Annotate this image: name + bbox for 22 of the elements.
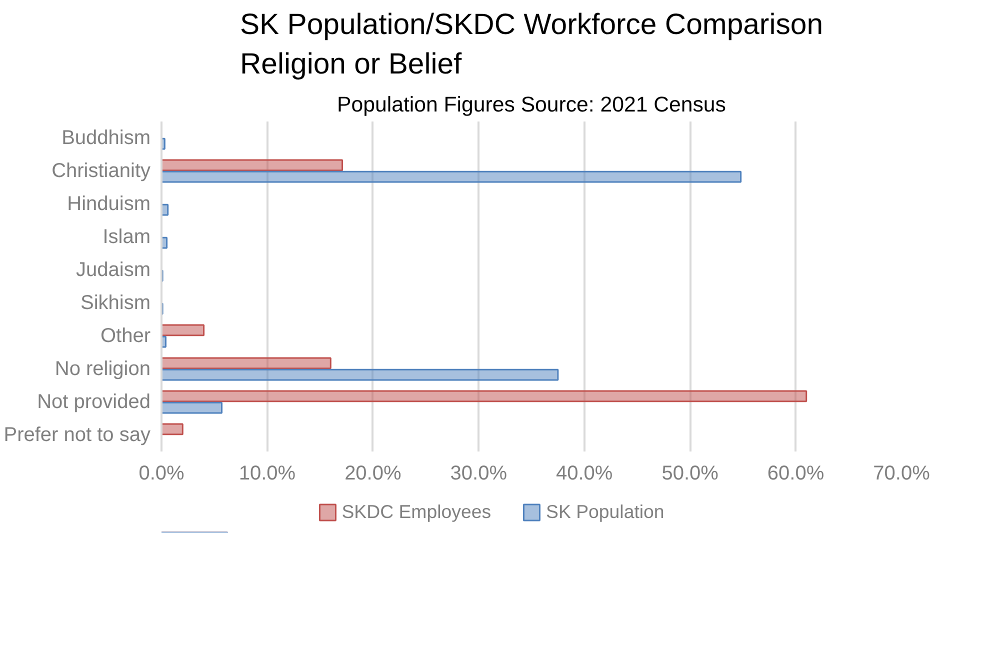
y-tick-label: Prefer not to say xyxy=(4,424,151,446)
x-tick-label: 30.0% xyxy=(450,462,508,484)
y-tick-label: Sikhism xyxy=(80,292,151,314)
y-tick-label: No religion xyxy=(54,358,151,380)
x-tick-label: 40.0% xyxy=(556,462,613,484)
x-tick-label: 20.0% xyxy=(344,462,402,484)
chart-subtitle: Population Figures Source: 2021 Census xyxy=(337,92,726,116)
legend-label: SKDC Employees xyxy=(342,501,492,523)
y-tick-label: Not provided xyxy=(37,391,151,413)
y-tick-label: Christianity xyxy=(52,160,151,182)
legend-label: SK Population xyxy=(546,501,664,523)
y-tick-label: Hinduism xyxy=(67,193,150,215)
y-tick-label: Other xyxy=(100,325,151,347)
x-tick-label: 0.0% xyxy=(138,462,185,484)
y-tick-label: Islam xyxy=(102,226,151,248)
x-tick-label: 60.0% xyxy=(767,462,824,484)
x-tick-label: 70.0% xyxy=(873,462,930,484)
y-tick-label: Judaism xyxy=(76,259,151,281)
x-tick-label: 50.0% xyxy=(662,462,719,484)
chart-title: SK Population/SKDC Workforce Comparison Religion or Belief xyxy=(240,8,824,80)
y-tick-label: Buddhism xyxy=(62,127,150,149)
x-tick-label: 10.0% xyxy=(238,462,296,484)
